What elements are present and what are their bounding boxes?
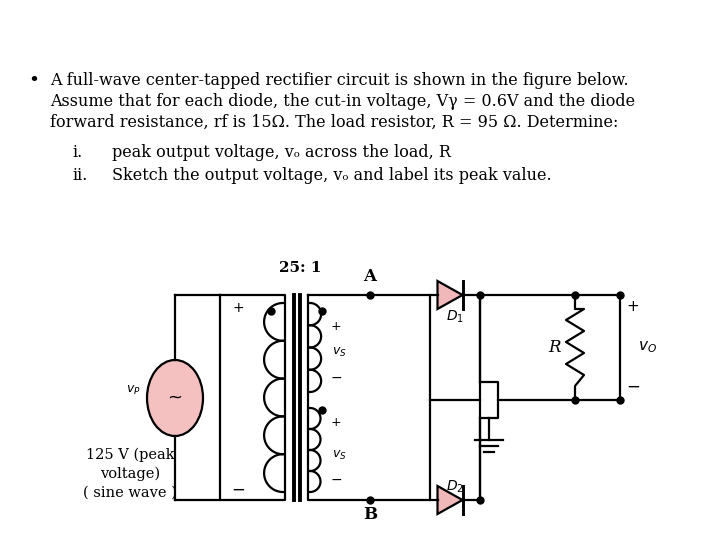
Text: ~: ~	[168, 389, 182, 407]
Text: 125 V (peak: 125 V (peak	[86, 448, 174, 462]
Text: +: +	[626, 299, 639, 314]
Text: peak output voltage, vₒ across the load, R: peak output voltage, vₒ across the load,…	[112, 144, 451, 161]
Text: +: +	[330, 321, 341, 334]
Polygon shape	[438, 281, 462, 309]
Text: $D_2$: $D_2$	[446, 478, 464, 495]
Text: −: −	[626, 378, 640, 396]
Polygon shape	[438, 486, 462, 514]
Text: forward resistance, rf is 15Ω. The load resistor, R = 95 Ω. Determine:: forward resistance, rf is 15Ω. The load …	[50, 114, 618, 131]
Text: A full-wave center-tapped rectifier circuit is shown in the figure below.: A full-wave center-tapped rectifier circ…	[50, 72, 629, 89]
Text: voltage): voltage)	[100, 467, 160, 481]
Text: B: B	[363, 506, 377, 523]
Text: $v_S$: $v_S$	[332, 448, 346, 462]
Text: •: •	[28, 72, 39, 90]
Text: i.: i.	[72, 144, 82, 161]
Text: Assume that for each diode, the cut-in voltage, Vγ = 0.6V and the diode: Assume that for each diode, the cut-in v…	[50, 93, 635, 110]
Text: $v_P$: $v_P$	[126, 383, 141, 396]
Ellipse shape	[147, 360, 203, 436]
Text: ii.: ii.	[72, 167, 87, 184]
Text: R: R	[549, 339, 561, 356]
Text: Sketch the output voltage, vₒ and label its peak value.: Sketch the output voltage, vₒ and label …	[112, 167, 552, 184]
Text: $D_1$: $D_1$	[446, 309, 464, 326]
Text: $v_S$: $v_S$	[332, 346, 346, 359]
Text: ( sine wave ): ( sine wave )	[83, 486, 177, 500]
Text: −: −	[330, 473, 342, 487]
Text: +: +	[330, 415, 341, 429]
Text: $v_O$: $v_O$	[638, 340, 657, 355]
Text: A: A	[364, 268, 377, 285]
Text: −: −	[231, 481, 245, 499]
Text: −: −	[330, 371, 342, 385]
Text: 25: 1: 25: 1	[279, 261, 321, 275]
Text: +: +	[232, 301, 244, 315]
